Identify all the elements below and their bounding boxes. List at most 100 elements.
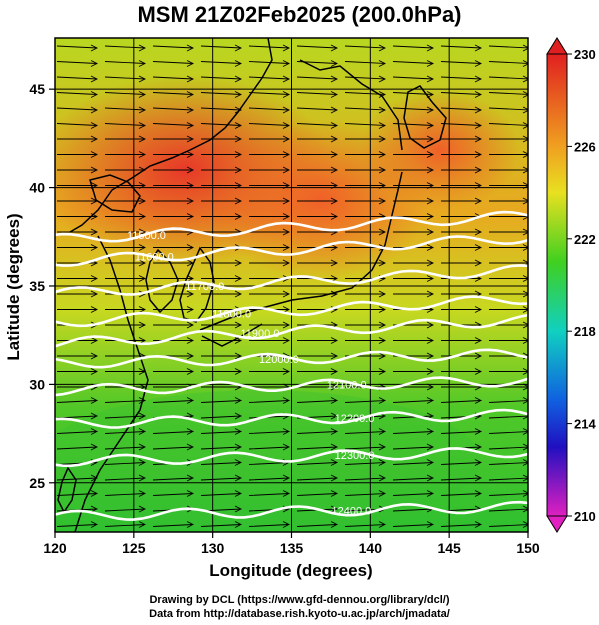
wind-vector	[200, 44, 243, 52]
wind-vector	[201, 259, 243, 267]
wind-vector	[56, 397, 99, 404]
wind-vector	[440, 521, 483, 528]
wind-vector	[488, 106, 528, 114]
wind-vector	[392, 474, 435, 482]
contour-line	[55, 210, 528, 243]
wind-vector	[344, 474, 387, 482]
wind-vector	[57, 228, 99, 236]
wind-vector	[152, 474, 195, 482]
wind-vector	[249, 213, 291, 220]
wind-vector	[200, 443, 243, 451]
wind-vector	[152, 91, 195, 98]
contour-line	[55, 408, 528, 429]
wind-vector	[248, 122, 291, 129]
wind-vector	[489, 368, 528, 375]
wind-vector	[440, 91, 483, 98]
wind-vector	[393, 197, 435, 205]
wind-vector	[105, 213, 147, 220]
wind-vector	[104, 505, 147, 513]
colorbar-tick-label: 230	[574, 47, 596, 62]
wind-vector	[440, 75, 483, 83]
wind-vector	[344, 490, 387, 497]
wind-vector	[393, 337, 435, 344]
wind-vector	[296, 459, 339, 466]
wind-vector	[104, 44, 147, 52]
wind-vector	[297, 259, 339, 267]
wind-vector	[488, 443, 528, 451]
contour-label: 12200.0	[335, 413, 375, 425]
wind-vector	[440, 428, 483, 435]
wind-vector	[297, 352, 339, 360]
wind-vector	[153, 290, 195, 298]
wind-vectors	[56, 44, 528, 528]
wind-vector	[152, 60, 195, 67]
wind-vector	[200, 459, 243, 466]
wind-vector	[248, 60, 291, 67]
contour-label: 12000.0	[259, 354, 299, 366]
colorbar-tick-label: 222	[574, 232, 596, 247]
contour-line	[55, 447, 528, 468]
wind-vector	[488, 428, 528, 435]
wind-vector	[296, 428, 339, 435]
wind-vector	[249, 228, 291, 236]
wind-vector	[200, 122, 243, 129]
wind-vector	[488, 505, 528, 513]
wind-vector	[345, 259, 387, 267]
wind-vector	[296, 75, 339, 83]
wind-vector	[296, 44, 339, 52]
wind-vector	[249, 290, 291, 298]
y-tick-label: 30	[29, 376, 45, 392]
height-contours	[55, 210, 528, 521]
contour-label: 12400.0	[332, 505, 372, 517]
wind-vector	[392, 60, 435, 67]
wind-vector	[57, 135, 99, 143]
wind-vector	[392, 459, 435, 466]
wind-vector	[440, 397, 483, 404]
wind-vector	[296, 91, 339, 98]
wind-vector	[57, 244, 99, 251]
wind-vector	[104, 75, 147, 83]
y-tick-label: 45	[29, 81, 45, 97]
wind-vector	[56, 428, 99, 435]
wind-vector	[57, 290, 99, 298]
wind-vector	[488, 397, 528, 404]
contour-label: 12100.0	[327, 379, 367, 391]
wind-vector	[488, 474, 528, 482]
wind-vector	[104, 490, 147, 497]
wind-vector	[105, 135, 147, 143]
wind-vector	[248, 428, 291, 435]
wind-vector	[104, 397, 147, 404]
wind-vector	[152, 443, 195, 451]
wind-vector	[440, 122, 483, 129]
wind-vector	[249, 244, 291, 251]
wind-vector	[297, 368, 339, 375]
contour-line	[55, 500, 528, 521]
wind-vector	[200, 60, 243, 67]
wind-vector	[297, 383, 339, 391]
wind-vector	[297, 151, 339, 158]
y-axis: 25 30 35 40 45	[29, 81, 55, 491]
wind-vector	[392, 521, 435, 528]
wind-vector	[201, 182, 243, 189]
wind-vector	[393, 166, 435, 174]
wind-vector	[296, 397, 339, 404]
contour-line	[55, 313, 528, 348]
wind-vector	[201, 213, 243, 220]
wind-vector	[104, 91, 147, 98]
wind-vector	[345, 182, 387, 189]
wind-vector	[105, 151, 147, 158]
wind-vector	[249, 368, 291, 375]
wind-vector	[56, 443, 99, 451]
wind-vector	[248, 106, 291, 114]
wind-vector	[393, 213, 435, 220]
wind-vector	[345, 290, 387, 298]
x-tick-label: 125	[122, 540, 146, 556]
wind-vector	[392, 106, 435, 114]
wind-vector	[392, 122, 435, 129]
wind-vector	[104, 412, 147, 420]
wind-vector	[441, 228, 483, 236]
wind-vector	[297, 197, 339, 205]
wind-vector	[105, 228, 147, 236]
wind-vector	[441, 182, 483, 189]
